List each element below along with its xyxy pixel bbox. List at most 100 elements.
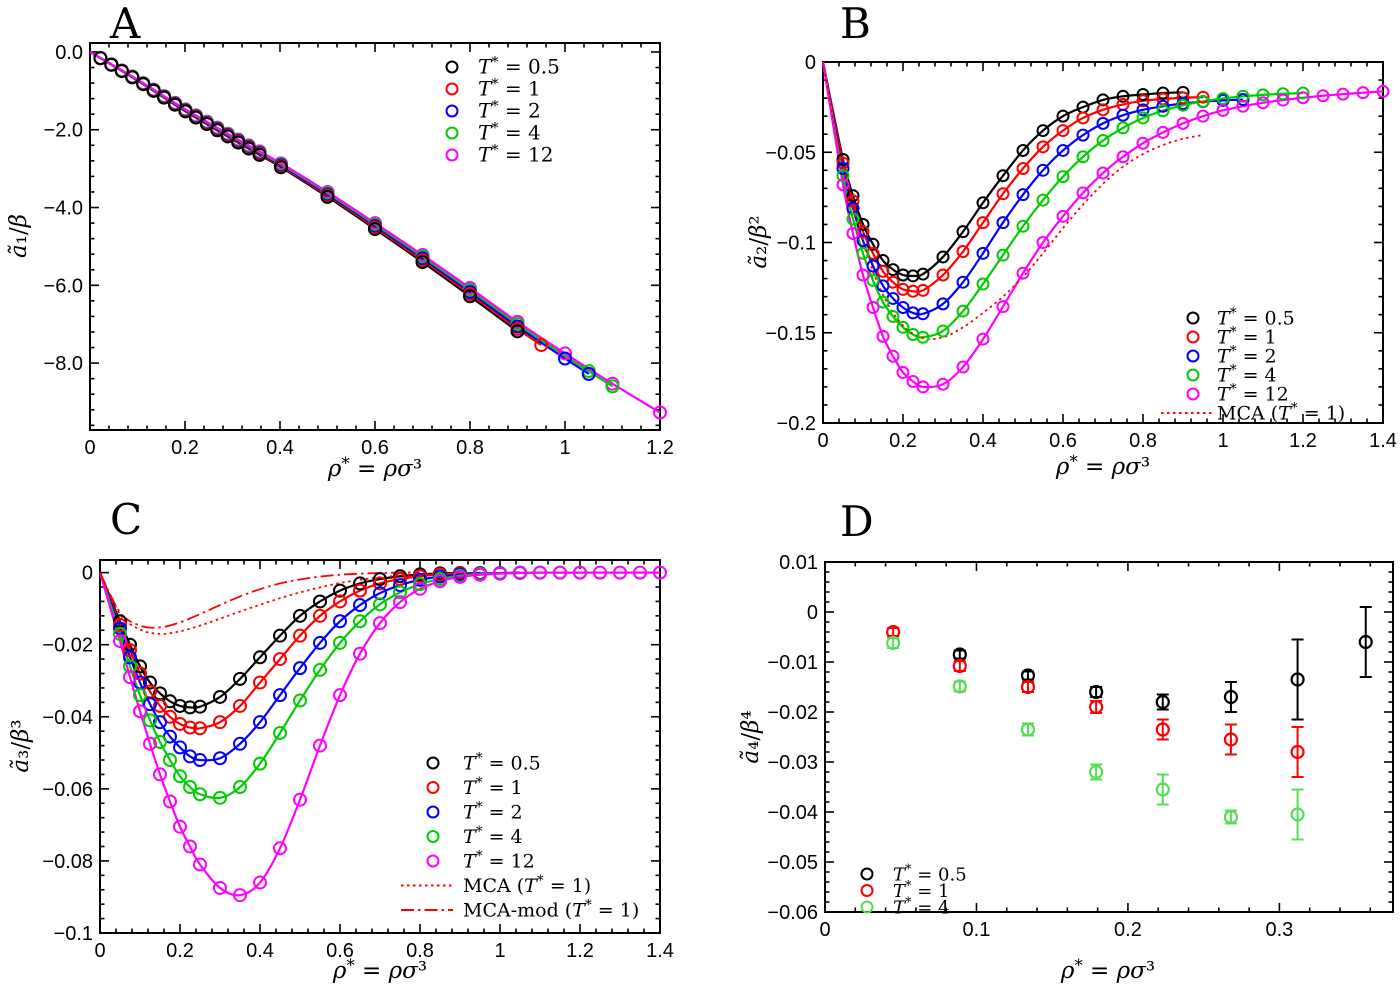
x-tick-label: 0.2 [166,940,194,962]
data-point [373,572,387,587]
data-point [976,277,990,291]
data-point [1290,672,1305,687]
data-point [1116,121,1130,135]
curve-mca-t-1- [99,572,461,635]
legend-label: T* = 4 [478,121,541,145]
data-point [1116,89,1130,103]
axis-ticks [822,61,1384,424]
data-point [866,259,880,273]
data-point [886,635,901,651]
data-point [1136,103,1150,117]
data-point [463,289,477,304]
data-point [866,273,880,287]
legend-item: T* = 0.5 [445,55,560,79]
legend-item: T* = 0.5 [1186,306,1295,330]
legend-item: T* = 2 [426,800,523,824]
legend-marker-circle [445,104,459,118]
data-point [1116,108,1130,122]
y-tick-label: −0.02 [42,635,93,657]
data-point [956,360,970,374]
data-point [1356,86,1370,100]
curve-t-2 [98,571,521,762]
data-point [1016,188,1030,202]
data-point [473,567,487,582]
legend-label: T* = 4 [463,824,523,848]
data-point [173,769,187,784]
y-tick-label: −0.04 [42,707,93,729]
x-tick-label: 0.8 [456,437,484,459]
data-point [581,366,596,381]
data-point [123,670,137,685]
series-group [89,50,667,420]
data-point [936,268,950,282]
data-point [293,628,307,643]
data-point [113,626,127,641]
data-point [896,300,910,314]
legend-label: MCA-mod (T* = 1) [463,898,639,922]
data-point [233,888,247,903]
data-point [1076,186,1090,200]
data-point [273,688,287,703]
legend-marker-circle [445,148,459,162]
data-point [976,196,990,210]
markers-t-12 [836,84,1390,394]
legend-d: T* = 0.5T* = 1T* = 4 [860,863,967,919]
data-point [996,216,1010,230]
data-point [104,57,119,72]
panel-letter-d: D [840,497,874,546]
errorbar-series-t-4 [886,635,1305,841]
legend-label: T* = 0.5 [463,751,541,775]
legend-label: T* = 12 [478,143,553,167]
y-tick-label: −0.04 [767,802,818,824]
data-point [836,156,850,170]
data-point [952,658,967,674]
data-point [886,349,900,363]
data-point [136,77,151,92]
data-point [353,576,367,591]
legend-marker-circle [860,900,874,914]
data-point [836,169,850,183]
data-point [393,585,407,600]
tick-labels: 0 0.2 0.4 0.6 0.8 1 1.2 1.4 0 −0.05 −0.1 −0.15 −0.2 [765,52,1397,452]
axis-ticks [89,43,661,430]
y-tick-label: −0.01 [767,652,818,674]
data-point [157,90,172,105]
data-point [534,338,549,353]
data-point [1223,732,1239,747]
panel-b: B 0 0.2 0.4 0.6 0.8 1 1.2 1.4 0 −0.05 −0.1 −0.15 −0.2… [746,0,1397,480]
data-point [1016,161,1030,175]
data-point [213,689,227,704]
legend-item: T* = 0.5 [426,751,541,775]
data-point [1316,89,1330,103]
data-point [183,720,197,735]
data-point [143,736,157,751]
data-point [553,565,567,580]
x-tick-label: 0 [819,919,830,941]
y-tick-label: −0.1 [777,233,816,255]
data-point [976,246,990,260]
plot-box [99,559,661,934]
data-point [1223,809,1239,825]
data-point [143,697,157,712]
y-tick-label: −0.02 [767,702,818,724]
data-point [213,880,227,895]
legend-item: T* = 12 [426,849,535,873]
data-point [1176,91,1190,105]
x-tick-label: 0.4 [246,940,274,962]
data-point [125,70,140,85]
data-point [866,300,880,314]
data-point [241,141,256,156]
data-point [1156,104,1170,118]
data-point [846,194,860,208]
legend-marker-circle [445,60,459,74]
data-point [916,267,930,281]
panel-letter-a: A [109,0,141,48]
data-point [353,646,367,661]
data-point [1276,87,1290,101]
legend-marker-circle [445,126,459,140]
x-tick-label: 0.3 [1265,919,1293,941]
y-tick-label: −0.05 [765,142,816,164]
legend-marker-circle [426,854,440,868]
data-point [393,578,407,593]
